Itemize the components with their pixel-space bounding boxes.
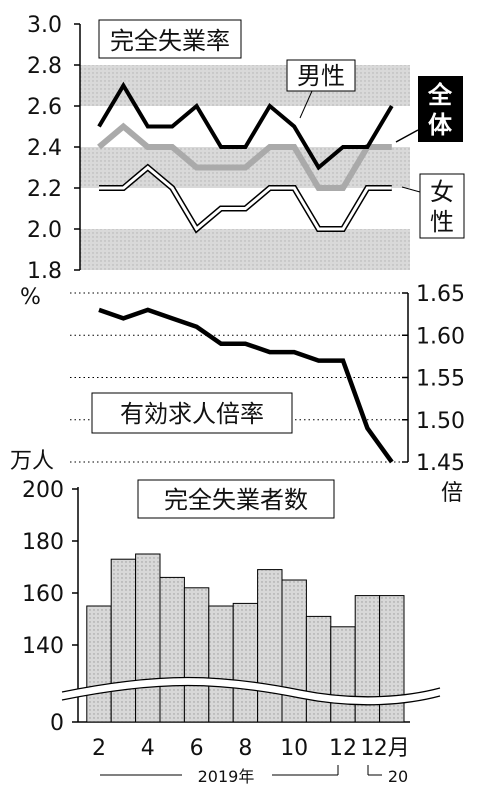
legend-female-char2: 性 — [430, 208, 454, 236]
series-total-line — [97, 81, 394, 171]
chart-title: 完全失業者数 — [164, 486, 308, 514]
chart-title: 有効求人倍率 — [120, 400, 264, 428]
bar — [135, 553, 161, 723]
y-tick-label: 1.60 — [416, 324, 465, 349]
legend-male-label: 男性 — [297, 62, 345, 90]
series-female-line — [99, 165, 392, 232]
y-tick-label: 160 — [22, 582, 64, 607]
series-male-line — [97, 122, 392, 191]
bar — [110, 558, 137, 723]
bar — [330, 626, 356, 723]
x-tick-label: 1 — [360, 736, 374, 761]
bar — [305, 615, 332, 723]
year-2020: 20 — [388, 767, 408, 786]
axis-break — [61, 676, 441, 706]
y-tick-label: 1.65 — [416, 282, 465, 307]
chart-title-box: 完全失業者数 — [137, 479, 335, 519]
x-tick-label: 4 — [141, 736, 155, 761]
y-tick-label: 200 — [22, 478, 64, 503]
bar — [281, 579, 307, 723]
x-tick-label: 6 — [190, 736, 204, 761]
year-2019: 2019年 — [198, 767, 255, 786]
job-ratio-panel: % 1.65 1.60 1.55 1.50 1.45 有効求人倍率 倍 — [20, 282, 465, 506]
y-tick-label: 140 — [22, 634, 64, 659]
legend-total-char1: 全 — [427, 81, 453, 109]
x-tick-label: 12 — [329, 736, 357, 761]
chart-title-box: 有効求人倍率 — [91, 392, 293, 434]
x-tick-label: 10 — [280, 736, 308, 761]
bar — [208, 605, 234, 723]
band-1.8-2.0 — [80, 229, 410, 270]
bar — [257, 569, 283, 723]
legend-total: 全 体 — [395, 76, 463, 143]
bar — [86, 605, 112, 723]
unemployed-count-panel: 万人 200 180 160 140 0 完全失業者数 2 4 6 8 10 12 1 2月 2019… — [10, 449, 441, 786]
legend-female: 女 性 — [401, 173, 465, 239]
band-2.6-2.8 — [80, 65, 410, 106]
y-tick-label: 2.4 — [27, 136, 62, 161]
x-tick-label: 2月 — [374, 736, 410, 761]
unit-man-nin: 万人 — [10, 449, 54, 474]
year-label-2020: 20 — [367, 765, 408, 786]
unemployment-rate-panel: 3.0 2.8 2.6 2.4 2.2 2.0 1.8 完全失業率 男性 全 体 女 性 — [27, 13, 465, 284]
y-tick-label: 1.50 — [416, 409, 465, 434]
year-label-2019: 2019年 — [100, 765, 339, 786]
bar — [159, 576, 185, 723]
unit-percent: % — [20, 285, 41, 310]
y-tick-label: 2.2 — [27, 177, 62, 202]
bar — [183, 587, 210, 723]
y-tick-label: 3.0 — [27, 13, 62, 38]
chart-title-box: 完全失業率 — [98, 19, 242, 59]
legend-male: 男性 — [286, 59, 356, 119]
y-tick-label: 180 — [22, 530, 64, 555]
y-tick-label: 1.55 — [416, 367, 465, 392]
bar — [232, 602, 259, 723]
x-tick-label: 2 — [92, 736, 106, 761]
unit-bai: 倍 — [441, 481, 463, 506]
legend-total-char2: 体 — [428, 111, 453, 139]
y-tick-label: 2.6 — [27, 95, 62, 120]
legend-female-char1: 女 — [430, 178, 454, 206]
series-job-ratio-line — [98, 307, 394, 464]
y-tick-label: 0 — [50, 711, 64, 736]
chart-title: 完全失業率 — [110, 27, 230, 55]
y-tick-label: 1.45 — [416, 451, 465, 476]
y-tick-label: 2.8 — [27, 54, 62, 79]
y-tick-label: 1.8 — [27, 259, 62, 284]
x-tick-label: 8 — [238, 736, 252, 761]
y-tick-label: 2.0 — [27, 218, 62, 243]
